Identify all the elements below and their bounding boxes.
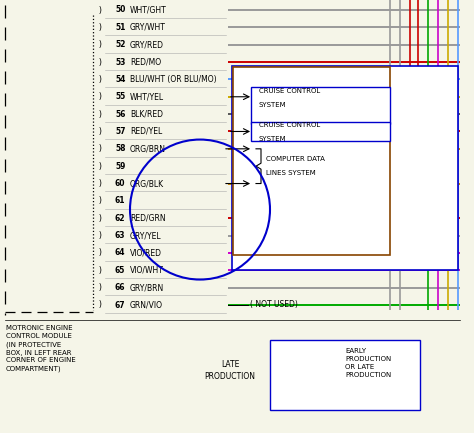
Text: LATE
PRODUCTION: LATE PRODUCTION: [204, 360, 255, 381]
Text: 66: 66: [115, 283, 126, 292]
Bar: [251, 87, 390, 124]
Text: BLK/RED: BLK/RED: [130, 110, 163, 119]
Text: ): ): [98, 144, 102, 153]
Text: VIO/WHT: VIO/WHT: [130, 266, 164, 275]
Text: 56: 56: [115, 110, 126, 119]
Text: 52: 52: [115, 40, 126, 49]
Text: 65: 65: [115, 266, 126, 275]
Text: ( NOT USED): ( NOT USED): [250, 301, 298, 310]
Text: RED/YEL: RED/YEL: [130, 127, 162, 136]
Text: 57: 57: [115, 127, 126, 136]
Text: EARLY
PRODUCTION
OR LATE
PRODUCTION: EARLY PRODUCTION OR LATE PRODUCTION: [345, 348, 391, 378]
Text: ): ): [98, 231, 102, 240]
Text: ): ): [98, 301, 102, 310]
Text: 61: 61: [115, 197, 126, 205]
Text: MOTRONIC ENGINE
CONTROL MODULE
(IN PROTECTIVE
BOX, IN LEFT REAR
CORNER OF ENGINE: MOTRONIC ENGINE CONTROL MODULE (IN PROTE…: [6, 325, 76, 372]
Text: 55: 55: [115, 92, 125, 101]
Text: ): ): [98, 6, 102, 14]
Text: 62: 62: [115, 214, 126, 223]
Bar: [232, 66, 458, 270]
Text: ): ): [98, 162, 102, 171]
Text: BLU/WHT (OR BLU/MO): BLU/WHT (OR BLU/MO): [130, 75, 217, 84]
Text: ): ): [98, 197, 102, 205]
Text: CRUISE CONTROL: CRUISE CONTROL: [259, 88, 320, 94]
Text: ): ): [98, 266, 102, 275]
Text: GRY/YEL: GRY/YEL: [130, 231, 162, 240]
Text: ): ): [98, 127, 102, 136]
Bar: [251, 122, 390, 141]
Text: SYSTEM: SYSTEM: [259, 102, 287, 108]
Text: GRY/BRN: GRY/BRN: [130, 283, 164, 292]
Text: RED/GRN: RED/GRN: [130, 214, 165, 223]
Text: SYSTEM: SYSTEM: [259, 136, 287, 142]
Text: 54: 54: [115, 75, 126, 84]
Text: ): ): [98, 92, 102, 101]
Text: 60: 60: [115, 179, 126, 188]
Text: 53: 53: [115, 58, 126, 67]
Bar: [270, 340, 420, 410]
Text: 51: 51: [115, 23, 126, 32]
Text: 63: 63: [115, 231, 126, 240]
Text: ): ): [98, 214, 102, 223]
Text: ): ): [98, 75, 102, 84]
Text: ): ): [98, 283, 102, 292]
Text: 58: 58: [115, 144, 126, 153]
Text: GRY/WHT: GRY/WHT: [130, 23, 166, 32]
Text: ): ): [98, 179, 102, 188]
Text: 64: 64: [115, 249, 126, 258]
Text: LINES SYSTEM: LINES SYSTEM: [266, 170, 316, 176]
Text: ): ): [98, 249, 102, 258]
Text: VIO/RED: VIO/RED: [130, 249, 162, 258]
Text: 67: 67: [115, 301, 126, 310]
Text: ): ): [98, 23, 102, 32]
Text: ): ): [98, 40, 102, 49]
Text: ): ): [98, 110, 102, 119]
Text: 59: 59: [115, 162, 126, 171]
Text: GRN/VIO: GRN/VIO: [130, 301, 163, 310]
Text: GRY/RED: GRY/RED: [130, 40, 164, 49]
Text: WHT/YEL: WHT/YEL: [130, 92, 164, 101]
Text: WHT/GHT: WHT/GHT: [130, 6, 167, 14]
Text: ORG/BRN: ORG/BRN: [130, 144, 166, 153]
Bar: [233, 67, 390, 255]
Text: RED/MO: RED/MO: [130, 58, 161, 67]
Text: CRUISE CONTROL: CRUISE CONTROL: [259, 123, 320, 129]
Text: ): ): [98, 58, 102, 67]
Text: COMPUTER DATA: COMPUTER DATA: [266, 156, 325, 162]
Text: ORG/BLK: ORG/BLK: [130, 179, 164, 188]
Text: 50: 50: [115, 6, 126, 14]
